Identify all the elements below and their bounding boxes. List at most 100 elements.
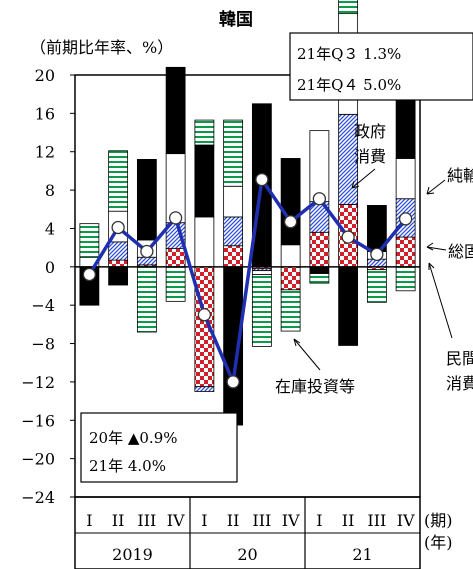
- x-tick-label: II: [112, 511, 125, 530]
- year-label: 2019: [112, 545, 153, 564]
- bar-segment-white: [251, 270, 272, 275]
- gdp-point: [197, 308, 212, 322]
- x-tick-label: I: [201, 511, 207, 530]
- y-tick-label: 0: [45, 258, 55, 277]
- gdp-point: [82, 267, 97, 282]
- y-tick-label: −8: [31, 335, 55, 354]
- x-tick-label: II: [227, 511, 240, 530]
- bar-segment-stripe-green: [108, 150, 129, 212]
- annotation-gov-line-1: 政府: [354, 122, 386, 141]
- y-tick-label: −12: [21, 373, 55, 392]
- x-tick-label: I: [86, 511, 92, 530]
- bar-segment-stripe-green: [280, 289, 301, 332]
- annotation-inv: 在庫投資等: [275, 338, 355, 396]
- bar-segment-stripe-green: [309, 273, 330, 284]
- annotation-gov: 政府 消費: [351, 122, 386, 189]
- bar-segment-black: [280, 158, 301, 246]
- bar-segment-stripe-green: [79, 223, 100, 258]
- bar-segment-stripe-green: [366, 269, 387, 303]
- bar-segment-checker-red: [108, 259, 129, 268]
- y-tick-label: 4: [45, 219, 55, 238]
- bar-group: [79, 0, 416, 426]
- bar-segment-black: [194, 144, 215, 218]
- bar-segment-stripe-green: [136, 266, 157, 333]
- gdp-point: [140, 244, 154, 259]
- annotation-netexp: 純輸出: [426, 166, 473, 195]
- y-axis-label: （前期比年率、%）: [30, 38, 173, 57]
- note-top-box: 21年Q３ 1.3% 21年Q４ 5.0%: [289, 32, 473, 101]
- bar-segment-black: [108, 266, 129, 286]
- x-tick-label: II: [342, 511, 355, 530]
- annotation-inv-text: 在庫投資等: [275, 377, 355, 396]
- chart-title: 韓国: [219, 9, 253, 30]
- gdp-point: [341, 230, 355, 244]
- bar-segment-black: [338, 266, 359, 346]
- year-label: 21: [352, 545, 372, 564]
- gdp-point: [370, 247, 384, 262]
- y-tick-label: 16: [35, 104, 55, 123]
- note-top-line-2: 21年Q４ 5.0%: [297, 76, 401, 94]
- bar-segment-white: [309, 130, 330, 202]
- y-tick-label: 20: [35, 66, 55, 85]
- bar-segment-stripe-green: [165, 266, 186, 302]
- y-tick-labels: 20 16 12 8 4 0 −4 −8 −12 −16 −20 −24: [21, 66, 75, 507]
- x-tick-label: IV: [397, 511, 415, 530]
- gdp-point: [255, 172, 269, 187]
- annotation-cons: 民間 消費: [428, 262, 473, 393]
- x-tick-label: I: [316, 511, 322, 530]
- bar-segment-stripe-green: [194, 119, 215, 146]
- annotation-cons-line-2: 消費: [446, 374, 473, 393]
- note-bottom-line-1: 20年 ▲0.9%: [89, 429, 178, 447]
- bar-segment-stripe-green: [251, 274, 272, 347]
- bar-segment-white: [395, 158, 416, 200]
- x-tick-label: IV: [167, 511, 185, 530]
- bar-segment-hatch-blue: [223, 216, 244, 247]
- gdp-markers: [82, 172, 413, 389]
- x-tick-label: IV: [282, 511, 300, 530]
- y-tick-label: 8: [45, 181, 55, 200]
- bar-segment-checker-red: [309, 231, 330, 268]
- gdp-point: [283, 215, 298, 229]
- bar-segment-hatch-blue: [108, 241, 129, 261]
- x-tick-label: III: [367, 511, 386, 530]
- year-label: 20: [237, 545, 257, 564]
- annotation-gov-line-2: 消費: [354, 147, 386, 166]
- gdp-point: [111, 220, 125, 235]
- gdp-point: [226, 375, 240, 389]
- bar-segment-black: [309, 266, 330, 274]
- bar-segment-stripe-green: [338, 0, 359, 15]
- y-tick-label: −24: [21, 488, 55, 507]
- annotation-netexp-text: 純輸出: [447, 166, 473, 185]
- bar-segment-checker-red: [280, 266, 301, 291]
- bar-segment-hatch-blue: [194, 386, 215, 392]
- bar-segment-white: [194, 216, 215, 268]
- bar-segment-white: [280, 244, 301, 268]
- gdp-point: [168, 211, 183, 225]
- bar-segment-black: [165, 66, 186, 155]
- gdp-point: [398, 212, 413, 226]
- gdp-point: [312, 192, 327, 206]
- note-top-line-1: 21年Q３ 1.3%: [297, 45, 401, 63]
- annotation-cons-line-1: 民間: [446, 349, 473, 368]
- y-tick-label: 12: [35, 143, 55, 162]
- y-tick-label: −20: [21, 450, 55, 469]
- gdp-line: [87, 177, 407, 384]
- x-tick-label: III: [137, 511, 156, 530]
- period-label: (期): [424, 511, 453, 530]
- y-tick-label: −16: [21, 411, 55, 430]
- bar-segment-checker-red: [223, 245, 244, 268]
- bar-segment-black: [136, 158, 157, 241]
- note-bottom-line-2: 21年 4.0%: [89, 457, 166, 475]
- note-bottom-box: 20年 ▲0.9% 21年 4.0%: [80, 412, 238, 483]
- bar-segment-checker-red: [165, 248, 186, 268]
- bar-segment-checker-red: [395, 236, 416, 268]
- x-tick-label: III: [252, 511, 271, 530]
- annotation-gfcf: 総固定資本形成: [426, 242, 473, 261]
- annotation-gfcf-text: 総固定資本形成: [448, 242, 473, 261]
- bar-segment-stripe-green: [223, 119, 244, 187]
- bar-segment-white: [223, 185, 244, 218]
- bar-segment-hatch-blue: [136, 256, 157, 266]
- year-axis-label: (年): [424, 533, 453, 552]
